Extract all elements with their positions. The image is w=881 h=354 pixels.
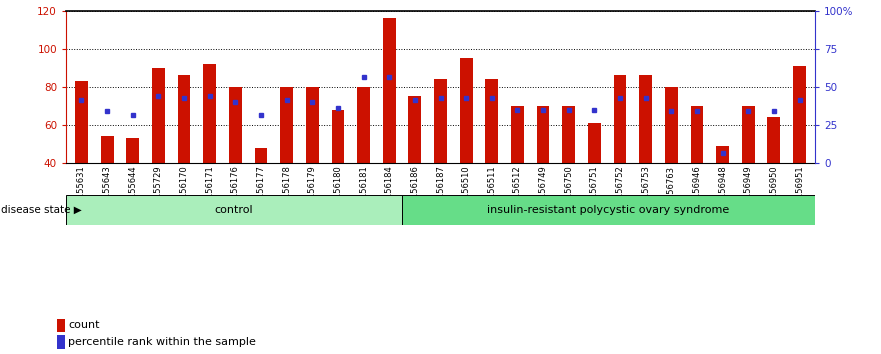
Bar bbox=[66, 195, 402, 225]
Bar bbox=[75, 81, 88, 163]
Text: percentile rank within the sample: percentile rank within the sample bbox=[69, 337, 256, 347]
Bar bbox=[767, 117, 781, 163]
Bar bbox=[640, 75, 652, 163]
Bar bbox=[229, 87, 241, 163]
Bar bbox=[152, 68, 165, 163]
Bar bbox=[588, 123, 601, 163]
Bar bbox=[716, 146, 729, 163]
Text: count: count bbox=[69, 320, 100, 330]
Bar bbox=[280, 87, 293, 163]
Bar bbox=[255, 148, 268, 163]
Bar bbox=[434, 79, 447, 163]
Bar bbox=[691, 106, 703, 163]
Bar bbox=[100, 136, 114, 163]
Bar bbox=[383, 18, 396, 163]
Bar bbox=[402, 195, 815, 225]
Bar bbox=[331, 110, 344, 163]
Text: control: control bbox=[215, 205, 253, 215]
Bar bbox=[613, 75, 626, 163]
Bar bbox=[126, 138, 139, 163]
Bar bbox=[204, 64, 216, 163]
Bar bbox=[57, 319, 65, 332]
Bar bbox=[306, 87, 319, 163]
Bar bbox=[178, 75, 190, 163]
Text: disease state ▶: disease state ▶ bbox=[1, 205, 82, 215]
Bar bbox=[665, 87, 677, 163]
Bar bbox=[511, 106, 524, 163]
Bar bbox=[742, 106, 755, 163]
Bar bbox=[537, 106, 550, 163]
Bar bbox=[460, 58, 472, 163]
Bar bbox=[562, 106, 575, 163]
Text: insulin-resistant polycystic ovary syndrome: insulin-resistant polycystic ovary syndr… bbox=[487, 205, 729, 215]
Bar bbox=[793, 66, 806, 163]
Bar bbox=[409, 96, 421, 163]
Bar bbox=[357, 87, 370, 163]
Bar bbox=[57, 335, 65, 349]
Bar bbox=[485, 79, 498, 163]
